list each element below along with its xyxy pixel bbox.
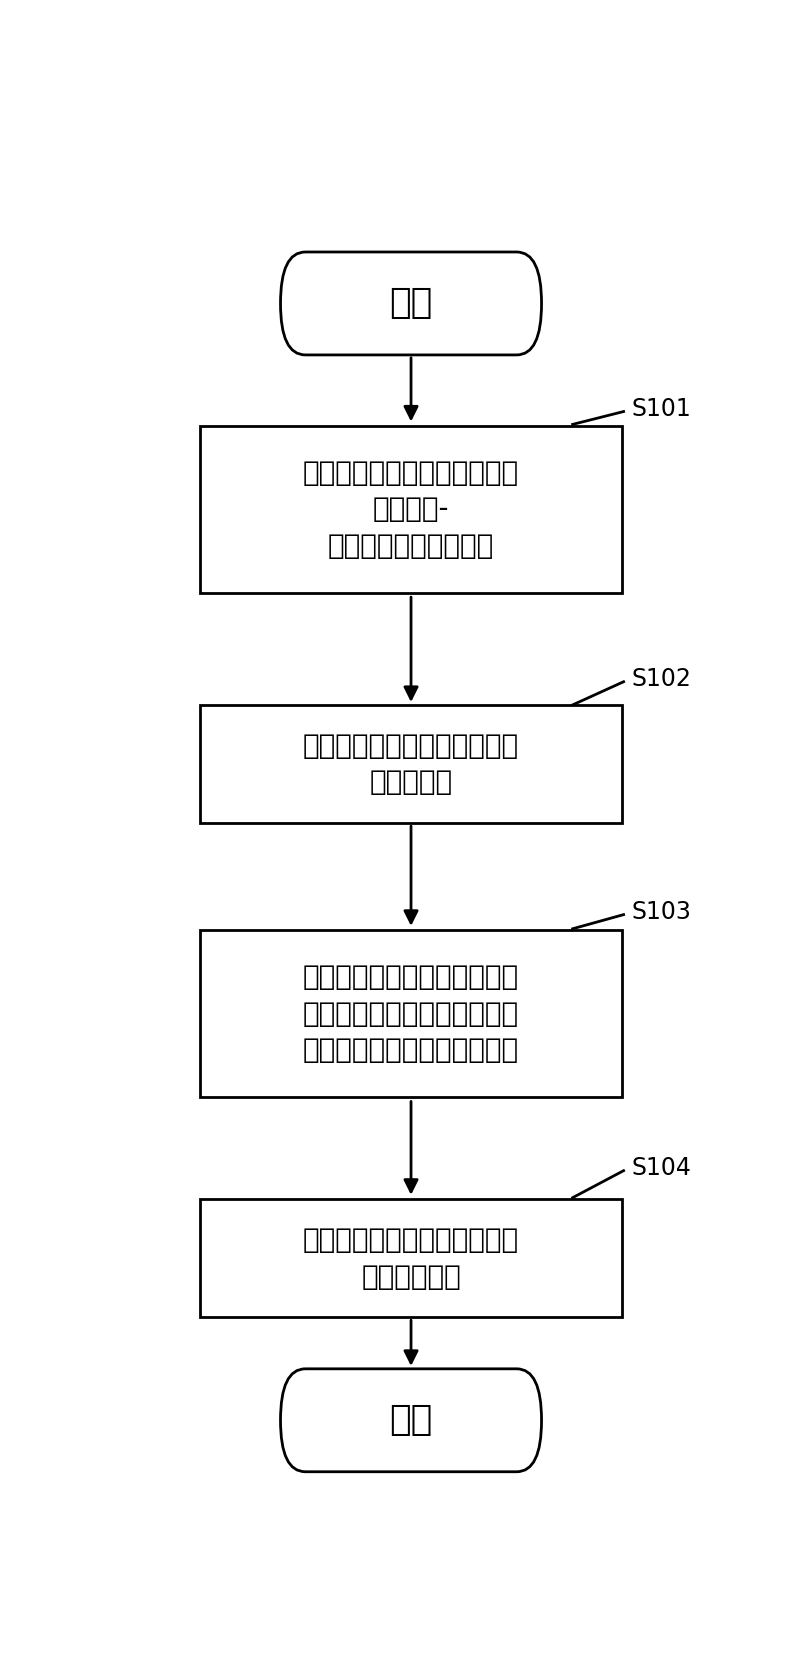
Text: 于所述存储介质内预设一环境
舒适温度-
体表温度的对应关系表: 于所述存储介质内预设一环境 舒适温度- 体表温度的对应关系表 bbox=[303, 458, 519, 560]
FancyBboxPatch shape bbox=[200, 426, 622, 593]
Text: 开始: 开始 bbox=[390, 286, 432, 321]
Text: 设置所述对应关系表中所述用
户的体表温度对应的环境舒适
温度为一空调的工作目标温度: 设置所述对应关系表中所述用 户的体表温度对应的环境舒适 温度为一空调的工作目标温… bbox=[303, 962, 519, 1064]
FancyBboxPatch shape bbox=[281, 252, 541, 354]
Text: 控制一温度传感器检测一用户
的体表温度: 控制一温度传感器检测一用户 的体表温度 bbox=[303, 732, 519, 797]
Text: S102: S102 bbox=[632, 667, 691, 692]
FancyBboxPatch shape bbox=[200, 931, 622, 1098]
Text: S104: S104 bbox=[632, 1156, 691, 1180]
Text: S101: S101 bbox=[632, 398, 691, 421]
FancyBboxPatch shape bbox=[200, 705, 622, 824]
FancyBboxPatch shape bbox=[281, 1369, 541, 1472]
Text: 所述空调根据所述工作目标温
度调节出风量: 所述空调根据所述工作目标温 度调节出风量 bbox=[303, 1227, 519, 1290]
Text: S103: S103 bbox=[632, 901, 691, 924]
FancyBboxPatch shape bbox=[200, 1200, 622, 1317]
Text: 结束: 结束 bbox=[390, 1404, 432, 1437]
